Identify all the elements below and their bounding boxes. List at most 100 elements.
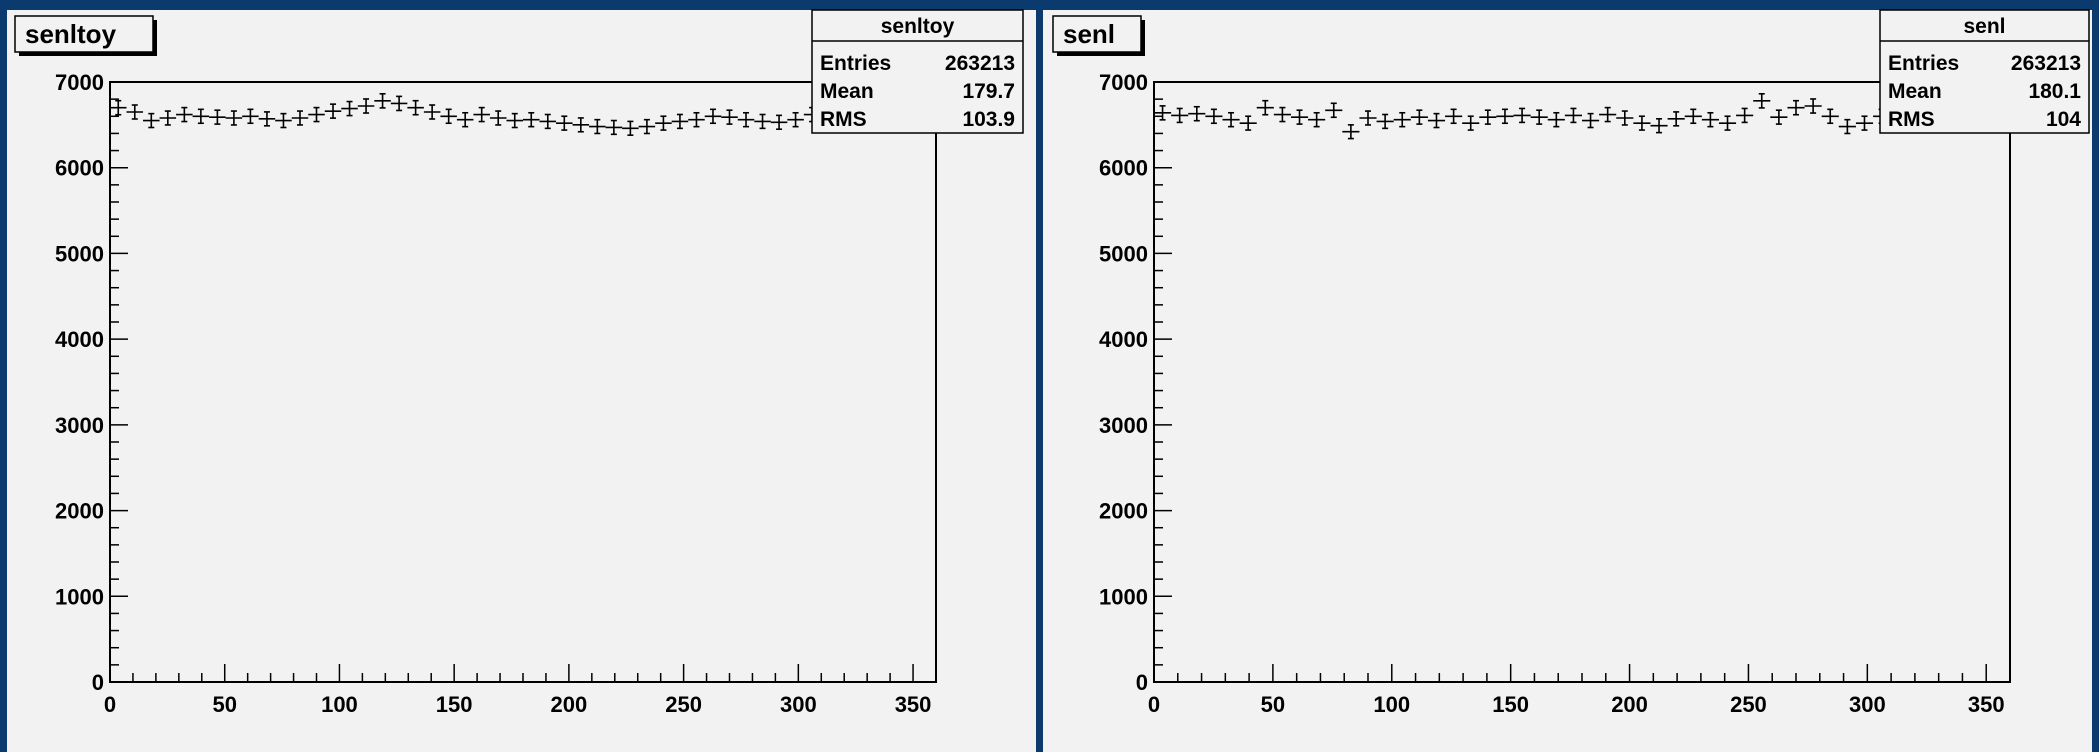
x-tick-label: 350 xyxy=(895,692,932,717)
data-point xyxy=(489,110,507,126)
data-point xyxy=(688,111,705,128)
data-point xyxy=(787,111,804,128)
y-tick-label: 6000 xyxy=(1099,156,1148,181)
data-point xyxy=(110,99,127,116)
data-point xyxy=(1256,99,1274,116)
data-point xyxy=(1325,102,1343,119)
x-tick-label: 200 xyxy=(1611,692,1648,717)
stats-box xyxy=(1879,9,2090,134)
stats-box xyxy=(811,9,1024,134)
stats-value: 263213 xyxy=(2011,52,2081,75)
data-point xyxy=(1547,111,1565,128)
data-point xyxy=(1427,112,1446,129)
data-point xyxy=(1359,110,1377,126)
histogram-panel-senltoy: 0 1000 2000 3000 4000 5000 6000 7000 0 50 100 150 20… xyxy=(7,9,1036,752)
x-tick-label: 100 xyxy=(1373,692,1410,717)
data-point xyxy=(258,111,276,127)
x-tick-label: 0 xyxy=(104,692,116,717)
data-point xyxy=(1393,111,1411,128)
data-point xyxy=(754,113,771,130)
data-point xyxy=(308,106,325,123)
stats-label: Mean xyxy=(820,80,874,103)
data-point xyxy=(1804,98,1822,114)
y-tick-label: 6000 xyxy=(55,156,104,181)
data-point xyxy=(1273,106,1291,123)
data-point xyxy=(341,100,358,117)
data-point xyxy=(242,108,259,125)
data-point xyxy=(357,98,375,114)
data-point xyxy=(1239,115,1257,131)
y-tick-label: 0 xyxy=(1136,670,1148,695)
stats-label: Entries xyxy=(820,52,891,75)
stats-label: Mean xyxy=(1888,80,1942,103)
x-tick-label: 250 xyxy=(665,692,702,717)
data-point xyxy=(671,113,689,130)
stats-label: Entries xyxy=(1888,52,1959,75)
data-point xyxy=(176,106,193,123)
stats-value: 179.7 xyxy=(962,80,1015,103)
data-point xyxy=(1154,105,1172,121)
data-point xyxy=(1530,109,1548,125)
x-tick-label: 300 xyxy=(780,692,817,717)
data-point xyxy=(1496,108,1514,125)
y-tick-label: 1000 xyxy=(55,584,104,609)
data-point xyxy=(1633,115,1651,131)
data-point xyxy=(539,113,557,130)
data-point xyxy=(1753,92,1771,109)
data-point xyxy=(605,119,623,136)
x-tick-label: 50 xyxy=(1261,692,1285,717)
data-point xyxy=(1205,108,1223,125)
data-point xyxy=(737,111,755,128)
data-point xyxy=(1701,111,1719,128)
data-point xyxy=(1770,109,1788,125)
data-point xyxy=(506,112,523,129)
data-point xyxy=(1462,115,1480,131)
y-tick-label: 7000 xyxy=(1099,70,1148,95)
data-point xyxy=(440,108,457,125)
x-tick-label: 150 xyxy=(436,692,473,717)
data-point xyxy=(1342,124,1360,140)
data-point xyxy=(1445,108,1463,125)
data-point xyxy=(1650,118,1668,134)
data-point xyxy=(704,108,722,125)
x-tick-label: 0 xyxy=(1148,692,1160,717)
data-point xyxy=(1479,109,1497,125)
data-point xyxy=(1736,107,1754,124)
y-tick-label: 3000 xyxy=(1099,413,1148,438)
stats-box-name: senl xyxy=(1963,15,2005,38)
data-point xyxy=(1564,107,1582,124)
data-point xyxy=(1599,106,1617,123)
data-point xyxy=(390,95,408,112)
y-tick-label: 7000 xyxy=(55,70,104,95)
data-point xyxy=(192,108,210,125)
data-point xyxy=(1171,107,1189,124)
data-point xyxy=(324,103,342,119)
data-point xyxy=(1718,115,1737,131)
data-point xyxy=(523,111,540,128)
data-point xyxy=(622,120,639,136)
data-point xyxy=(374,92,391,109)
x-tick-label: 300 xyxy=(1849,692,1886,717)
stats-value: 180.1 xyxy=(2028,80,2081,103)
x-tick-label: 100 xyxy=(321,692,358,717)
data-point xyxy=(1821,108,1839,125)
x-tick-label: 350 xyxy=(1968,692,2005,717)
stats-label: RMS xyxy=(820,108,867,131)
y-tick-label: 3000 xyxy=(55,413,104,438)
stats-value: 104 xyxy=(2046,108,2081,131)
y-tick-label: 5000 xyxy=(1099,241,1148,266)
data-point xyxy=(225,110,243,126)
data-point xyxy=(159,110,177,126)
data-point xyxy=(209,109,226,125)
y-tick-label: 2000 xyxy=(1099,499,1148,524)
x-tick-label: 150 xyxy=(1492,692,1529,717)
histogram-panel-senl: 0 1000 2000 3000 4000 5000 6000 7000 0 50 100 150 20… xyxy=(1043,9,2092,752)
x-tick-label: 200 xyxy=(551,692,588,717)
data-point xyxy=(655,115,672,131)
data-point xyxy=(770,114,788,131)
data-point xyxy=(721,109,738,125)
y-tick-label: 2000 xyxy=(55,499,104,524)
y-tick-label: 4000 xyxy=(55,327,104,352)
data-point xyxy=(572,117,590,133)
chart-title: senl xyxy=(1063,19,1115,49)
